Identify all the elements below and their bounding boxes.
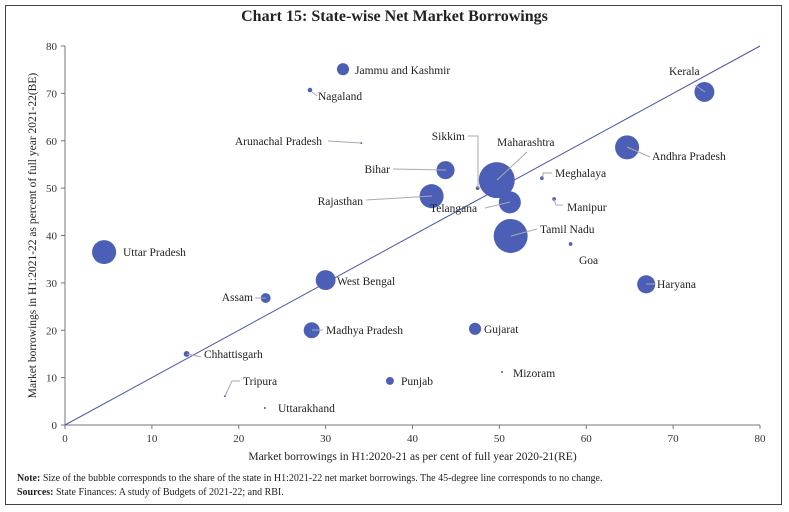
bubble-sikkim — [475, 186, 480, 190]
bubble-label-uttarakhand: Uttarakhand — [278, 403, 335, 415]
x-axis-label: Market borrowings in H1:2020-21 as per c… — [248, 451, 576, 463]
leader-line — [468, 135, 479, 188]
bubble-label-meghalaya: Meghalaya — [555, 168, 606, 180]
bubble-jammu-and-kashmir — [336, 63, 350, 76]
bubble-label-sikkim: Sikkim — [432, 131, 465, 143]
x-tick-label: 20 — [233, 433, 245, 445]
x-tick-label: 40 — [407, 433, 419, 445]
x-tick-label: 60 — [581, 433, 593, 445]
bubble-punjab — [385, 376, 394, 385]
leader-line — [510, 228, 538, 237]
bubble-uttar-pradesh — [92, 240, 117, 265]
bubble-label-kerala: Kerala — [669, 66, 700, 78]
leader-line — [224, 380, 240, 397]
bubble-label-telangana: Telangana — [430, 203, 477, 215]
bubble-label-haryana: Haryana — [657, 279, 696, 291]
bubble-label-andhra-pradesh: Andhra Pradesh — [652, 151, 726, 163]
leader-line — [365, 195, 433, 201]
bubble-label-nagaland: Nagaland — [318, 91, 362, 103]
bubble-mizoram — [500, 370, 503, 373]
leader-line — [484, 201, 511, 209]
bubble-chhattisgarh — [183, 350, 190, 357]
bubble-madhya-pradesh — [303, 322, 320, 339]
bubble-label-jammu-and-kashmir: Jammu and Kashmir — [355, 65, 450, 77]
y-tick-label: 60 — [46, 136, 58, 148]
leader-line — [392, 168, 447, 171]
note-line: Note: Size of the bubble corresponds to … — [17, 473, 603, 484]
x-tick-label: 0 — [62, 433, 68, 445]
bubble-label-manipur: Manipur — [567, 202, 607, 214]
bubble-label-uttar-pradesh: Uttar Pradesh — [123, 247, 186, 259]
y-tick-label: 70 — [46, 88, 58, 100]
bubble-label-tripura: Tripura — [243, 376, 277, 388]
bubble-label-rajasthan: Rajasthan — [318, 196, 364, 208]
bubble-label-bihar: Bihar — [364, 164, 390, 176]
leader-line — [496, 151, 528, 181]
chart-title: Chart 15: State-wise Net Market Borrowin… — [241, 8, 548, 25]
x-tick-label: 30 — [320, 433, 332, 445]
leader-line — [626, 146, 651, 158]
bubble-maharashtra — [478, 162, 515, 199]
bubble-label-mizoram: Mizoram — [513, 368, 555, 380]
y-tick-label: 10 — [46, 373, 58, 385]
bubble-tamil-nadu — [493, 218, 528, 253]
bubble-label-goa: Goa — [579, 255, 598, 267]
sources-line: Sources: State Finances: A study of Budg… — [17, 487, 284, 498]
bubble-label-tamil-nadu: Tamil Nadu — [540, 224, 595, 236]
chart-notes: Note: Size of the bubble corresponds to … — [17, 472, 603, 500]
bubble-label-chhattisgarh: Chhattisgarh — [204, 349, 263, 361]
bubble-label-assam: Assam — [222, 292, 253, 304]
bubble-label-gujarat: Gujarat — [484, 324, 519, 336]
y-tick-label: 20 — [46, 325, 58, 337]
bubble-uttarakhand — [263, 406, 266, 409]
bubble-west-bengal — [315, 270, 336, 290]
x-tick-label: 80 — [755, 433, 767, 445]
y-axis-label: Market borrowings in H1:2021-22 as perce… — [27, 73, 39, 399]
bubble-label-madhya-pradesh: Madhya Pradesh — [326, 325, 403, 337]
bubble-label-maharashtra: Maharashtra — [497, 137, 554, 149]
leader-line — [553, 198, 563, 206]
chart-frame — [5, 5, 782, 505]
y-tick-label: 50 — [46, 183, 58, 195]
y-tick-label: 40 — [46, 231, 58, 243]
x-tick-label: 70 — [668, 433, 680, 445]
y-tick-label: 0 — [52, 420, 58, 432]
bubble-gujarat — [469, 322, 482, 335]
bubble-nagaland — [307, 87, 313, 93]
bubble-label-punjab: Punjab — [401, 376, 433, 388]
leader-line — [327, 140, 362, 144]
y-tick-label: 80 — [46, 41, 58, 53]
leader-line — [186, 353, 202, 358]
x-tick-label: 50 — [494, 433, 506, 445]
leader-line — [542, 172, 552, 178]
y-tick-label: 30 — [46, 278, 58, 290]
x-tick-label: 10 — [146, 433, 158, 445]
leader-line — [694, 84, 706, 93]
leader-line — [311, 91, 318, 97]
reference-line-45-degree — [64, 45, 761, 426]
bubble-label-arunachal-pradesh: Arunachal Pradesh — [235, 136, 322, 148]
bubble-goa — [568, 242, 573, 246]
bubble-label-west-bengal: West Bengal — [337, 276, 395, 288]
